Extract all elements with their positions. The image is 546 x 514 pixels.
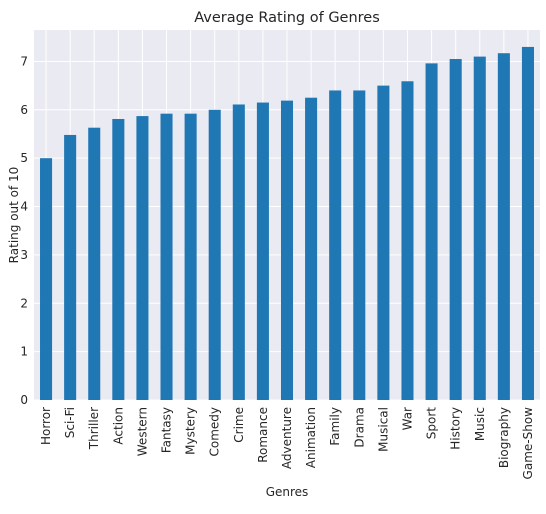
bar-war xyxy=(401,81,414,400)
x-tick-label: Action xyxy=(111,407,125,445)
bar-animation xyxy=(305,97,318,401)
x-axis-ticks: Horror Sci-Fi Thriller Action Western Fantasy… xyxy=(39,407,535,480)
y-tick-label: 3 xyxy=(20,248,28,262)
bar-history xyxy=(449,59,462,401)
bar-action xyxy=(112,118,125,400)
x-tick-label: Crime xyxy=(232,407,246,443)
bar-musical xyxy=(377,85,390,401)
bar-thriller xyxy=(88,127,101,401)
bar-fantasy xyxy=(160,113,173,400)
y-axis-ticks: 0 1 2 3 4 5 6 7 xyxy=(20,54,28,407)
bar-sport xyxy=(425,63,438,400)
x-tick-label: Comedy xyxy=(208,407,222,457)
x-tick-label: Biography xyxy=(497,407,511,468)
x-tick-label: War xyxy=(400,407,414,430)
bar-romance xyxy=(256,102,269,401)
x-tick-label: Romance xyxy=(256,407,270,463)
y-tick-label: 0 xyxy=(20,393,28,407)
bar-biography xyxy=(497,53,510,400)
bar-crime xyxy=(232,104,245,401)
y-tick-label: 1 xyxy=(20,345,28,359)
bar-game-show xyxy=(521,46,534,401)
y-axis-label: Rating out of 10 xyxy=(7,167,21,264)
x-tick-label: Western xyxy=(135,407,149,456)
x-tick-label: Drama xyxy=(352,407,366,448)
chart-title: Average Rating of Genres xyxy=(194,10,380,26)
bar-sci-fi xyxy=(64,134,77,400)
bar-mystery xyxy=(184,113,197,400)
x-axis-label: Genres xyxy=(266,485,309,499)
bar-drama xyxy=(353,90,366,400)
bars xyxy=(40,46,534,401)
x-tick-label: Game-Show xyxy=(521,407,535,480)
bar-comedy xyxy=(208,109,221,400)
x-tick-label: Sport xyxy=(425,407,439,440)
bar-horror xyxy=(40,158,53,400)
y-tick-label: 7 xyxy=(20,54,28,68)
x-tick-label: Sci-Fi xyxy=(63,407,77,438)
x-tick-label: History xyxy=(449,407,463,450)
y-tick-label: 6 xyxy=(20,103,28,117)
y-tick-label: 2 xyxy=(20,296,28,310)
x-tick-label: Thriller xyxy=(87,407,101,450)
x-tick-label: Fantasy xyxy=(160,407,174,453)
x-tick-label: Adventure xyxy=(280,407,294,469)
x-tick-label: Animation xyxy=(304,407,318,468)
x-tick-label: Family xyxy=(328,407,342,446)
bar-adventure xyxy=(280,100,294,400)
x-tick-label: Musical xyxy=(376,407,390,452)
x-tick-label: Mystery xyxy=(184,407,198,455)
x-tick-label: Horror xyxy=(39,407,53,445)
bar-western xyxy=(136,116,149,401)
x-tick-label: Music xyxy=(473,407,487,441)
y-tick-label: 5 xyxy=(20,151,28,165)
bar-music xyxy=(473,56,486,400)
bar-family xyxy=(329,90,342,400)
y-tick-label: 4 xyxy=(20,200,28,214)
